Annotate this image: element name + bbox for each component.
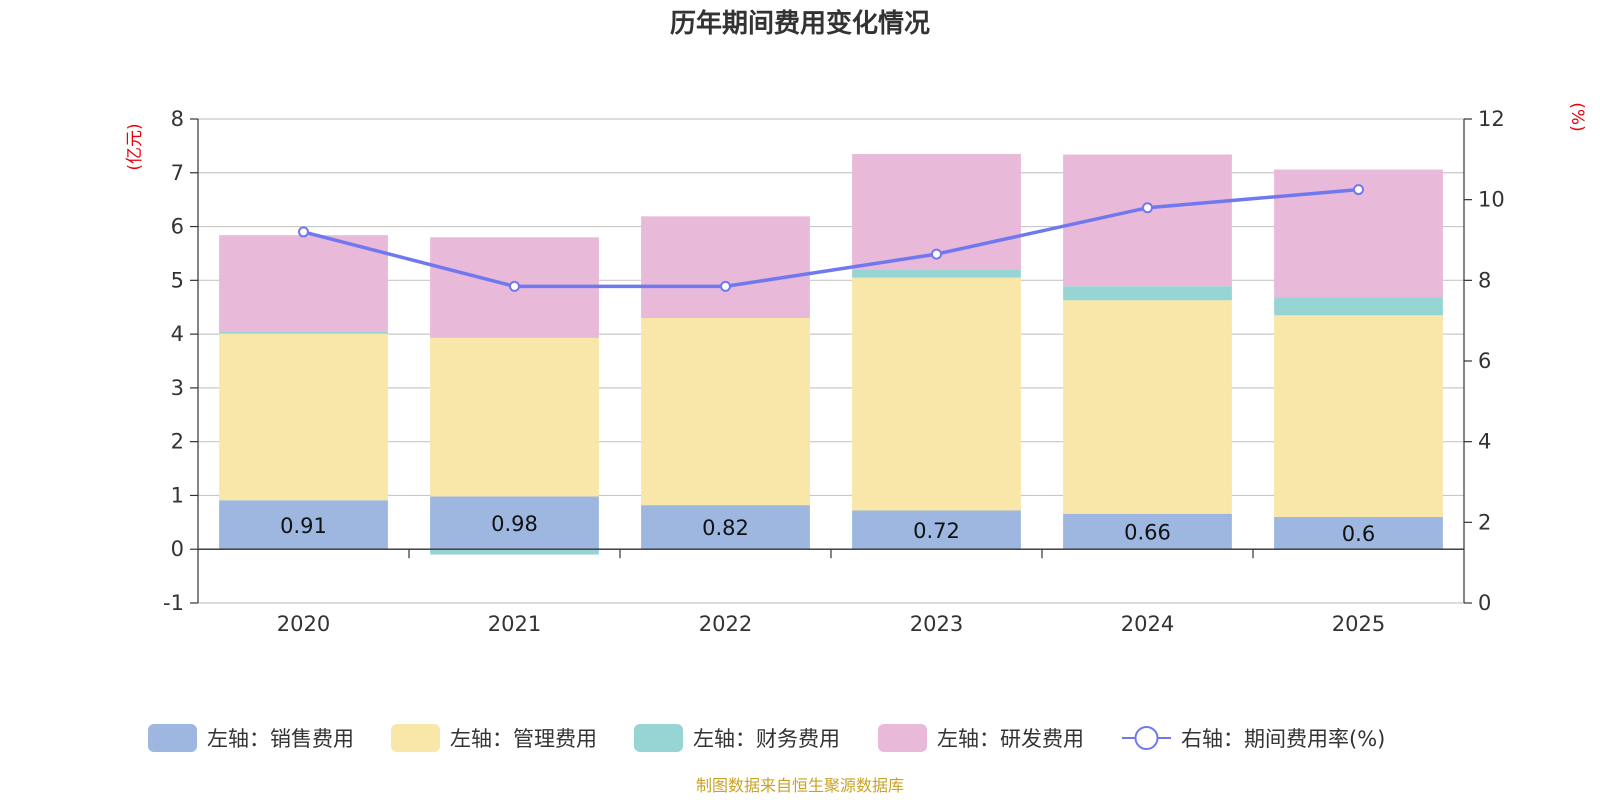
line-point xyxy=(298,226,309,238)
legend-swatch xyxy=(391,724,440,752)
bar-segment xyxy=(219,333,388,501)
source-note: 制图数据来自恒生聚源数据库 xyxy=(696,776,904,795)
bar-segment xyxy=(852,510,1021,550)
bars xyxy=(219,153,1443,555)
line-point xyxy=(1142,202,1153,214)
bar-segment xyxy=(1063,300,1232,514)
line-point xyxy=(931,248,942,260)
right-tick-label: 8 xyxy=(1478,268,1491,292)
legend-swatch xyxy=(878,724,927,752)
legend-label: 左轴：研发费用 xyxy=(937,727,1084,751)
data-label: 0.91 xyxy=(280,514,327,538)
legend-swatch xyxy=(634,724,683,752)
right-tick-label: 4 xyxy=(1478,430,1491,454)
left-axis-unit: (亿元) xyxy=(125,123,145,170)
data-label: 0.66 xyxy=(1124,520,1171,544)
legend-label: 右轴：期间费用率(%) xyxy=(1181,727,1385,751)
data-label: 0.98 xyxy=(491,512,538,536)
bar-segment xyxy=(641,317,810,318)
legend-marker xyxy=(1134,726,1159,750)
right-tick-label: 10 xyxy=(1478,188,1505,212)
bar-segment xyxy=(1063,286,1232,301)
right-tick-label: 6 xyxy=(1478,349,1491,373)
bar-segment xyxy=(1063,513,1232,550)
bar-segment xyxy=(430,496,599,550)
bar-segment xyxy=(1274,516,1443,550)
rate-line-path xyxy=(303,187,1359,289)
left-tick-label: 2 xyxy=(171,430,184,454)
x-tick-label: 2022 xyxy=(699,612,752,636)
left-tick-label: 7 xyxy=(171,161,184,185)
left-tick-label: 1 xyxy=(171,483,184,507)
legend-label: 左轴：管理费用 xyxy=(450,727,597,751)
bar-segment xyxy=(641,505,810,550)
chart-title: 历年期间费用变化情况 xyxy=(670,8,930,39)
right-tick-label: 12 xyxy=(1478,107,1505,131)
bar-segment xyxy=(1274,315,1443,517)
x-tick-label: 2023 xyxy=(910,612,963,636)
bar-segment xyxy=(219,331,388,334)
data-label: 0.6 xyxy=(1342,522,1375,546)
left-tick-label: 8 xyxy=(171,107,184,131)
data-label: 0.72 xyxy=(913,519,960,543)
right-axis-unit: (%) xyxy=(1567,102,1587,131)
data-labels: 0.91 0.98 0.82 0.72 0.66 0.6 xyxy=(280,512,1375,546)
line-point xyxy=(1353,184,1364,196)
left-tick-label: 6 xyxy=(171,215,184,239)
bar-segment xyxy=(852,277,1021,511)
bar-segment xyxy=(641,317,810,506)
x-tick-label: 2024 xyxy=(1121,612,1174,636)
left-tick-label: 3 xyxy=(171,376,184,400)
left-tick-label: -1 xyxy=(163,591,184,615)
line-point xyxy=(720,280,731,292)
rate-line xyxy=(298,184,1364,292)
left-tick-label: 5 xyxy=(171,268,184,292)
x-tick-label: 2020 xyxy=(277,612,330,636)
legend-label: 左轴：销售费用 xyxy=(207,727,354,751)
legend-label: 左轴：财务费用 xyxy=(693,727,840,751)
x-tick-label: 2021 xyxy=(488,612,541,636)
x-tick-label: 2025 xyxy=(1332,612,1385,636)
legend: 左轴：销售费用 左轴：管理费用 左轴：财务费用 左轴：研发费用 右轴：期间费用率(%) xyxy=(148,724,1385,752)
bar-segment xyxy=(641,216,810,318)
bar-segment xyxy=(852,269,1021,278)
bar-segment xyxy=(219,235,388,332)
right-tick-label: 2 xyxy=(1478,510,1491,534)
line-point xyxy=(509,280,520,292)
left-tick-label: 0 xyxy=(171,537,184,561)
bar-segment xyxy=(219,500,388,550)
bar-segment xyxy=(1274,297,1443,316)
right-tick-label: 0 xyxy=(1478,591,1491,615)
data-label: 0.82 xyxy=(702,516,749,540)
bar-segment xyxy=(430,337,599,497)
bar-segment xyxy=(430,549,599,555)
left-tick-label: 4 xyxy=(171,322,184,346)
legend-swatch xyxy=(148,724,197,752)
